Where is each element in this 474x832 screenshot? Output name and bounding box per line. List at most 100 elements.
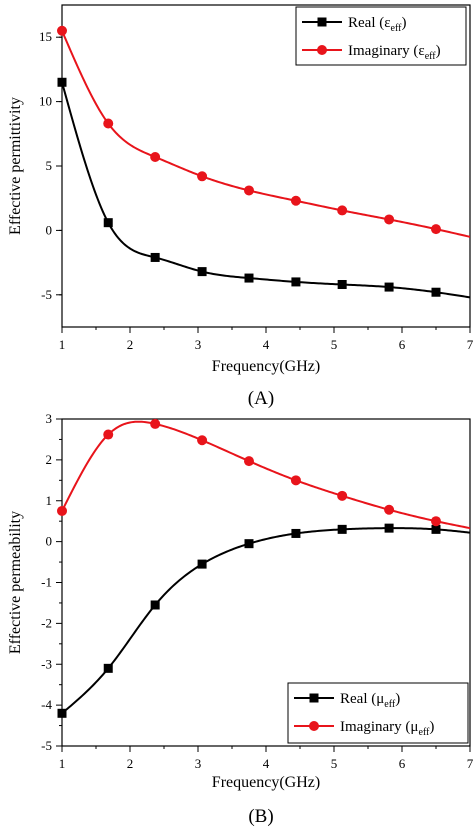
x-tick-label: 6: [399, 756, 406, 771]
data-point-real: [337, 279, 347, 289]
data-point-real: [150, 600, 160, 610]
y-axis-title: Effective permeability: [7, 511, 24, 654]
x-tick-label: 5: [331, 756, 338, 771]
legend-label: Imaginary (μeff): [340, 719, 434, 738]
legend-label-subscript: eff: [418, 727, 430, 738]
legend-label-end: ): [401, 15, 406, 31]
legend-label-main: Real (μ: [340, 691, 384, 707]
data-point-real: [384, 282, 394, 292]
data-point-imaginary: [244, 456, 254, 467]
x-tick-label: 4: [263, 337, 270, 352]
x-tick-label: 1: [59, 756, 66, 771]
y-tick-label: 5: [46, 158, 53, 173]
data-point-real: [291, 277, 301, 287]
x-tick-label: 1: [59, 337, 66, 352]
data-point-imaginary: [103, 429, 114, 440]
data-point-real: [384, 523, 394, 533]
data-point-imaginary: [337, 205, 348, 216]
series-line-real: [62, 527, 470, 715]
y-tick-label: 10: [39, 94, 52, 109]
data-point-real: [103, 663, 113, 673]
y-axis-title: Effective permittivity: [7, 97, 24, 235]
legend-label-end: ): [395, 691, 400, 707]
data-point-real: [197, 267, 207, 277]
y-tick-label: 3: [46, 411, 53, 426]
panel-label: (B): [248, 806, 273, 827]
data-point-real: [150, 252, 160, 262]
data-point-imaginary: [244, 185, 254, 196]
legend-label-end: ): [429, 719, 434, 735]
x-tick-label: 3: [195, 756, 202, 771]
data-point-real: [57, 77, 67, 87]
legend-marker-circle: [309, 721, 319, 731]
data-point-real: [197, 559, 207, 569]
data-point-imaginary: [150, 418, 161, 429]
data-point-real: [431, 524, 441, 534]
data-point-real: [431, 287, 441, 297]
legend: Real (μeff)Imaginary (μeff): [287, 682, 469, 744]
legend-marker-square: [317, 17, 327, 27]
chart-panel-2: 1 2 3 4 5 6 7 -5 -4 -3 -2 -1 0 1 2 3 Frequency(GHz) Effec…: [7, 411, 474, 827]
legend-box: [295, 6, 467, 66]
legend-label-subscript: eff: [425, 51, 437, 62]
data-point-imaginary: [290, 195, 301, 206]
y-tick-label: -5: [41, 287, 52, 302]
x-tick-label: 2: [127, 337, 134, 352]
x-tick-label: 5: [331, 337, 338, 352]
data-point-real: [244, 539, 254, 549]
y-tick-label: -2: [41, 615, 52, 630]
chart-panel-1: 1 2 3 4 5 6 7 -5 0 5 10 15 Frequency(GHz) Effective p…: [7, 4, 474, 409]
data-point-imaginary: [431, 516, 441, 527]
legend-label-main: Real (ε: [348, 15, 391, 31]
data-point-imaginary: [431, 224, 441, 235]
data-point-imaginary: [384, 504, 395, 515]
legend-label-subscript: eff: [391, 23, 403, 34]
data-point-real: [337, 524, 347, 534]
y-tick-label: 15: [39, 29, 52, 44]
x-tick-label: 3: [195, 337, 202, 352]
legend-label-main: Imaginary (ε: [348, 43, 425, 59]
x-axis-title: Frequency(GHz): [212, 358, 320, 375]
legend-marker-square: [309, 693, 319, 703]
data-point-imaginary: [197, 435, 208, 446]
x-tick-label: 4: [263, 756, 270, 771]
x-tick-label: 7: [467, 756, 474, 771]
legend: Real (εeff)Imaginary (εeff): [295, 6, 467, 66]
y-tick-label: 2: [46, 452, 53, 467]
legend-label-end: ): [436, 43, 441, 59]
legend-label: Imaginary (εeff): [348, 43, 441, 62]
legend-marker-circle: [317, 45, 327, 55]
data-point-imaginary: [337, 490, 348, 501]
y-tick-label: -4: [41, 697, 52, 712]
data-point-imaginary: [197, 171, 208, 182]
y-tick-label: -3: [41, 656, 52, 671]
series-line-imaginary: [62, 30, 470, 238]
data-point-imaginary: [290, 475, 301, 486]
x-tick-label: 7: [467, 337, 474, 352]
data-point-imaginary: [57, 25, 67, 36]
y-tick-label: 0: [46, 534, 53, 549]
x-tick-label: 6: [399, 337, 406, 352]
y-tick-label: -1: [41, 575, 52, 590]
data-point-real: [291, 528, 301, 538]
series-line-real: [62, 82, 470, 299]
panel-label: (A): [248, 388, 274, 409]
legend-label-main: Imaginary (μ: [340, 719, 418, 735]
x-axis-title: Frequency(GHz): [212, 774, 320, 791]
data-point-imaginary: [103, 118, 114, 129]
data-point-imaginary: [57, 505, 67, 516]
legend-label: Real (μeff): [340, 691, 400, 710]
y-tick-label: 0: [46, 222, 53, 237]
data-point-real: [103, 218, 113, 228]
data-point-imaginary: [150, 151, 161, 162]
legend-label: Real (εeff): [348, 15, 406, 34]
data-point-imaginary: [384, 214, 395, 225]
series-line-imaginary: [62, 420, 470, 530]
x-tick-label: 2: [127, 756, 134, 771]
data-point-real: [57, 708, 67, 718]
y-tick-label: -5: [41, 738, 52, 753]
y-tick-label: 1: [46, 493, 53, 508]
legend-box: [287, 682, 469, 744]
data-point-real: [244, 273, 254, 283]
